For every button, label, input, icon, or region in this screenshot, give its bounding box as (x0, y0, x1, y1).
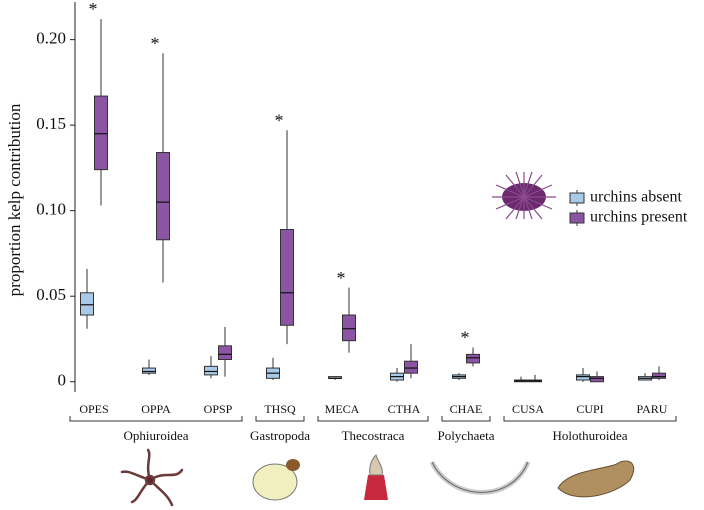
x-tick-label: THSQ (264, 402, 296, 416)
box (94, 95, 108, 171)
group-bracket (503, 416, 677, 422)
gastropod-icon (252, 459, 300, 501)
legend-label: urchins present (590, 209, 688, 226)
polychaete-icon (429, 460, 531, 495)
group-bracket (317, 416, 429, 422)
y-axis-label: proportion kelp contribution (5, 103, 24, 296)
box (80, 292, 94, 316)
group-label: Thecostraca (342, 428, 405, 443)
y-tick-label: 0.20 (36, 29, 66, 48)
x-tick-label: OPES (79, 402, 108, 416)
x-tick-label: PARU (637, 402, 668, 416)
box (652, 372, 666, 379)
sea-cucumber-icon (557, 460, 635, 498)
box (142, 367, 156, 374)
y-tick-label: 0.15 (36, 114, 66, 133)
significance-marker: * (151, 33, 160, 53)
significance-marker: * (275, 110, 284, 130)
group-label: Holothuroidea (552, 428, 627, 443)
box (218, 345, 232, 361)
x-tick-label: OPSP (204, 402, 233, 416)
group-bracket (255, 416, 305, 422)
x-tick-label: MECA (325, 402, 360, 416)
significance-marker: * (461, 328, 470, 348)
box (404, 360, 418, 374)
group-label: Polychaeta (437, 428, 494, 443)
y-tick-label: 0 (58, 371, 67, 390)
group-bracket (69, 416, 243, 422)
box (204, 365, 218, 376)
box (280, 229, 294, 326)
group-label: Ophiuroidea (124, 428, 189, 443)
x-tick-label: CUSA (512, 402, 544, 416)
x-tick-label: OPPA (141, 402, 171, 416)
legend-label: urchins absent (590, 189, 683, 206)
y-tick-label: 0.10 (36, 200, 66, 219)
x-tick-label: CHAE (450, 402, 483, 416)
urchin-icon (492, 171, 556, 220)
legend-swatch (569, 212, 585, 224)
box (156, 152, 170, 241)
y-tick-label: 0.05 (36, 285, 66, 304)
x-tick-label: CTHA (388, 402, 421, 416)
box (576, 374, 590, 381)
group-bracket (441, 416, 491, 422)
box (342, 314, 356, 342)
barnacle-icon (364, 454, 388, 500)
legend-swatch (569, 192, 585, 204)
box (466, 353, 480, 364)
x-tick-label: CUPI (576, 402, 603, 416)
box (590, 376, 604, 383)
significance-marker: * (337, 268, 346, 288)
group-label: Gastropoda (250, 428, 310, 443)
significance-marker: * (89, 0, 98, 19)
brittle-star-icon (120, 448, 184, 507)
